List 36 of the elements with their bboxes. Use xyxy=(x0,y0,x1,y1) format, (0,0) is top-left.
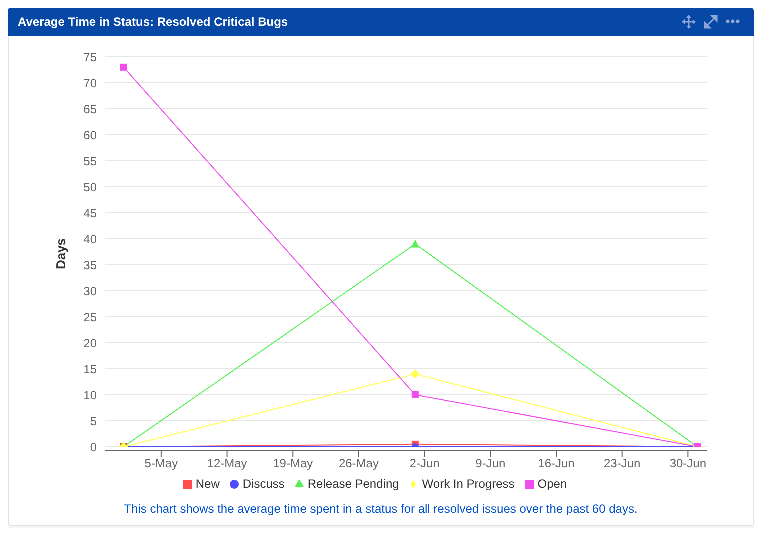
x-tick-label: 12-May xyxy=(207,456,248,471)
chart-title: Average Time in Status: Resolved Critical Bugs xyxy=(18,15,288,29)
legend-label: Discuss xyxy=(242,477,285,491)
y-tick-label: 60 xyxy=(84,128,98,142)
x-tick-label: 2-Jun xyxy=(410,456,440,471)
y-tick-label: 50 xyxy=(84,180,98,194)
x-tick-label: 23-Jun xyxy=(604,456,641,471)
y-tick-label: 70 xyxy=(84,76,98,90)
y-tick-label: 65 xyxy=(84,102,98,116)
legend-label: Open xyxy=(538,477,568,491)
legend-label: Work In Progress xyxy=(422,477,515,491)
y-tick-label: 45 xyxy=(84,206,98,220)
y-tick-label: 35 xyxy=(84,258,98,272)
y-tick-label: 75 xyxy=(84,50,98,64)
y-tick-label: 30 xyxy=(84,284,98,298)
point xyxy=(120,64,128,71)
y-tick-label: 10 xyxy=(84,388,98,402)
x-tick-label: 16-Jun xyxy=(538,456,575,471)
x-tick-label: 5-May xyxy=(144,456,178,471)
x-tick-label: 9-Jun xyxy=(476,456,506,471)
legend-label: Release Pending xyxy=(308,477,400,491)
y-tick-label: 40 xyxy=(84,232,98,246)
x-tick-label: 30-Jun xyxy=(670,456,707,471)
y-tick-label: 55 xyxy=(84,154,98,168)
y-axis-title: Days xyxy=(54,238,69,270)
y-tick-label: 0 xyxy=(90,440,98,454)
x-tick-label: 19-May xyxy=(273,456,314,471)
x-tick-label: 26-May xyxy=(338,456,379,471)
y-tick-label: 5 xyxy=(90,414,98,428)
legend-label: New xyxy=(196,477,220,491)
point xyxy=(410,370,420,379)
y-tick-label: 20 xyxy=(84,336,98,350)
y-tick-label: 15 xyxy=(84,362,98,376)
text: This chart shows the average time spent in a status for all resolved issues over the past 60 days. xyxy=(123,502,639,516)
point xyxy=(412,392,419,398)
y-tick-label: 25 xyxy=(84,310,98,324)
